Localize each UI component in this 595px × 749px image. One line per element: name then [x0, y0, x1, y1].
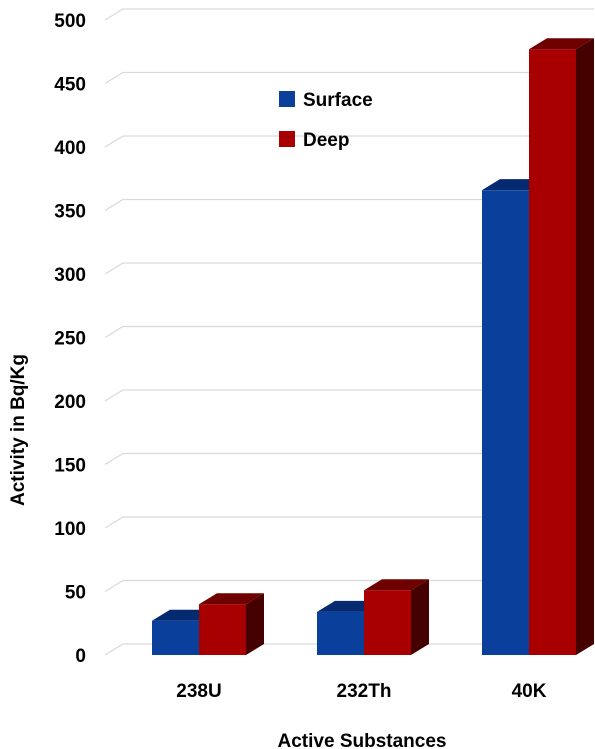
y-tick-labels: 0 50 100 150 200 250 300 350 400 450 500 [54, 11, 86, 667]
gridline [104, 198, 594, 212]
legend-swatch-surface [279, 91, 295, 107]
y-tick-label: 450 [54, 75, 86, 96]
bar-side [246, 593, 264, 655]
y-tick-label: 350 [54, 202, 86, 223]
x-axis-title: Active Substances [278, 731, 447, 749]
legend: Surface Deep [279, 90, 373, 151]
y-tick-label: 150 [54, 456, 86, 477]
bar [364, 579, 429, 655]
bars [152, 38, 594, 655]
bar-side [411, 579, 429, 655]
y-tick-label: 50 [65, 583, 86, 604]
bar-front [152, 620, 199, 655]
bar [529, 38, 594, 655]
bar-front [364, 590, 411, 655]
y-tick-label: 200 [54, 392, 86, 413]
legend-label-surface: Surface [303, 90, 373, 111]
bar-top [199, 593, 264, 605]
bar-top [364, 579, 429, 591]
bar-front [529, 49, 576, 655]
bar-front [317, 611, 364, 655]
x-tick-label: 232Th [337, 681, 392, 702]
bar-side [576, 38, 594, 655]
x-tick-labels: 238U 232Th 40K [176, 681, 546, 702]
legend-label-deep: Deep [303, 130, 349, 151]
gridline [104, 389, 594, 402]
bar [199, 593, 264, 655]
y-tick-label: 250 [54, 329, 86, 350]
bar-front [199, 604, 246, 655]
gridline [104, 579, 594, 593]
gridline [104, 8, 594, 21]
y-tick-label: 300 [54, 265, 86, 286]
gridline [104, 516, 594, 529]
gridlines [104, 8, 594, 656]
y-axis-title: Activity in Bq/Kg [8, 354, 29, 506]
gridline [104, 452, 594, 466]
gridline [104, 71, 594, 85]
y-tick-label: 100 [54, 519, 86, 540]
gridline [104, 325, 594, 339]
y-tick-label: 400 [54, 138, 86, 159]
x-tick-label: 238U [176, 681, 221, 702]
bar-top [529, 38, 594, 50]
y-tick-label: 0 [75, 646, 86, 667]
gridline [104, 135, 594, 148]
x-tick-label: 40K [512, 681, 547, 702]
bar-front [482, 190, 529, 655]
gridline [104, 262, 594, 275]
y-tick-label: 500 [54, 11, 86, 32]
legend-swatch-deep [279, 131, 295, 147]
gridline [104, 643, 594, 656]
